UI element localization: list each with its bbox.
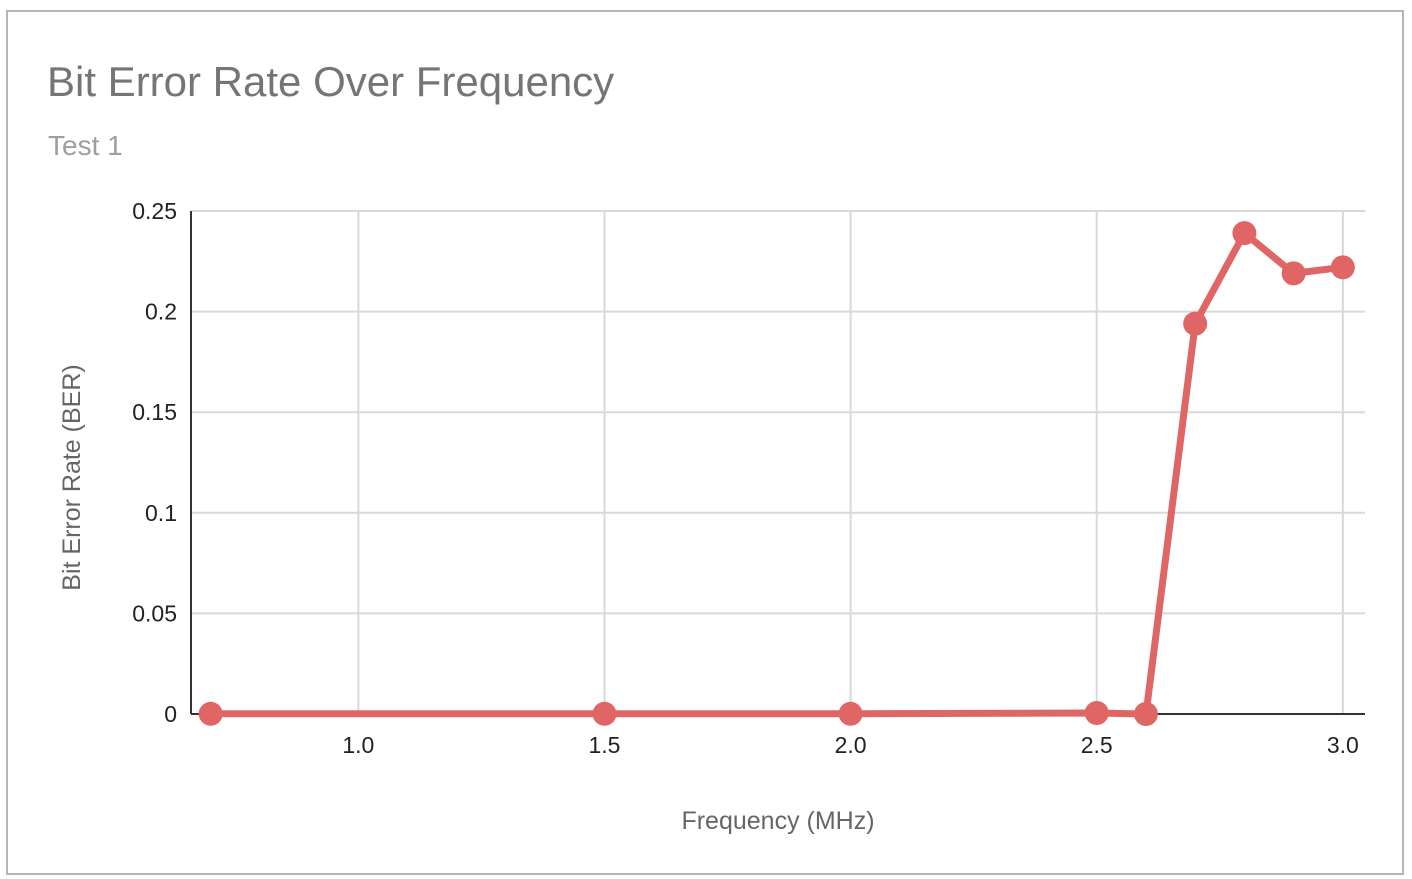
y-tick-label: 0.1 [145,500,177,526]
y-tick-label: 0.05 [132,600,177,626]
y-tick-label: 0 [164,701,177,727]
y-tick-label: 0.15 [132,399,177,425]
series-line [207,229,1347,718]
x-tick-label: 3.0 [1327,732,1359,758]
data-point [1330,255,1355,280]
x-tick-label: 2.0 [835,732,867,758]
data-point [838,701,863,726]
data-point [1281,261,1306,286]
data-point [592,701,617,726]
chart-frame [6,10,1404,875]
data-point [1183,311,1208,336]
x-tick-label: 2.5 [1081,732,1113,758]
y-tick-label: 0.2 [145,299,177,325]
chart-title: Bit Error Rate Over Frequency [47,58,615,105]
x-tick-labels: 1.0 1.5 2.0 2.5 3.0 [342,732,1358,758]
x-tick-label: 1.5 [588,732,620,758]
y-tick-label: 0.25 [132,198,177,224]
data-point [198,701,223,726]
series [198,221,1355,726]
y-axis-title: Bit Error Rate (BER) [58,364,86,590]
y-tick-labels: 0 0.05 0.1 0.15 0.2 0.25 [132,198,177,727]
chart-subtitle: Test 1 [48,130,123,161]
data-point [1133,702,1158,726]
axes [190,211,1365,715]
data-point [1232,221,1257,246]
x-axis-title: Frequency (MHz) [681,807,874,835]
data-point [1084,700,1109,725]
gridlines [191,210,1365,714]
x-tick-label: 1.0 [342,732,374,758]
